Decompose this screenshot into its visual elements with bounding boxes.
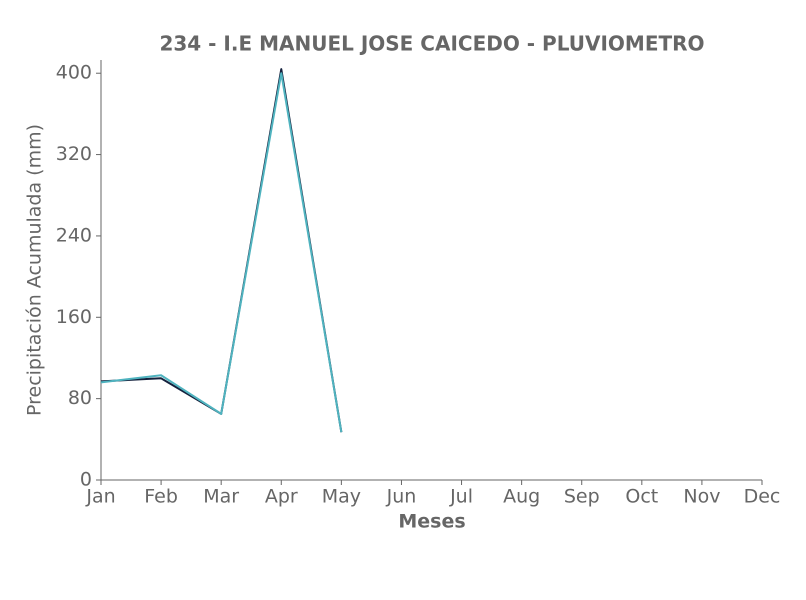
x-tick-label: Jul [449, 486, 473, 508]
x-tick-label: Apr [265, 486, 298, 508]
x-tick-label: Mar [203, 486, 239, 508]
x-tick-label: Nov [683, 486, 720, 508]
x-tick-label: Sep [564, 486, 600, 508]
y-tick-label: 160 [56, 306, 92, 328]
x-tick-label: May [322, 486, 361, 508]
y-tick-label: 400 [56, 62, 92, 84]
x-axis-label: Meses [398, 511, 465, 533]
x-tick-label: Jan [85, 486, 115, 508]
y-tick-label: 80 [68, 387, 92, 409]
y-tick-label: 240 [56, 224, 92, 246]
series-line [100, 72, 343, 433]
x-tick-label: Dec [744, 486, 781, 508]
x-tick-label: Feb [144, 486, 178, 508]
y-tick-label: 320 [56, 143, 92, 165]
x-tick-label: Jun [386, 486, 417, 508]
y-tick-label: 0 [80, 469, 92, 491]
x-tick-label: Aug [503, 486, 540, 508]
chart-title: 234 - I.E MANUEL JOSE CAICEDO - PLUVIOME… [159, 32, 704, 56]
y-axis-label: Precipitación Acumulada (mm) [24, 124, 46, 416]
x-tick-label: Oct [625, 486, 658, 508]
